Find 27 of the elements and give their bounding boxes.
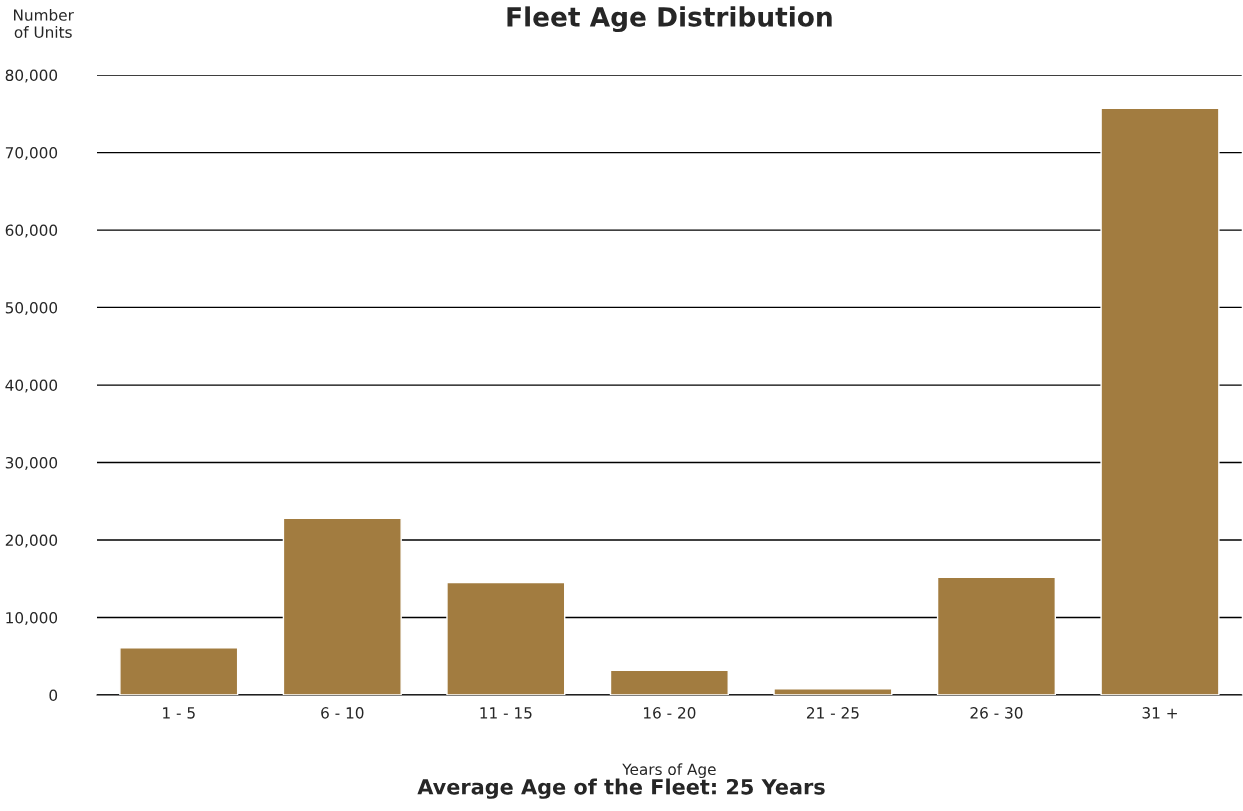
x-axis-title: Years of Age: [622, 763, 716, 779]
x-tick-label: 16 - 20: [644, 707, 696, 719]
bar: [773, 688, 893, 695]
bar: [446, 581, 566, 695]
y-tick-label: 50,000: [5, 301, 58, 316]
y-tick-label: 60,000: [5, 224, 58, 238]
x-tick-label: 26 - 30: [970, 707, 1023, 719]
bar: [609, 669, 729, 695]
y-axis-title: Number of Units: [14, 9, 74, 38]
x-tick-label: 21 - 25: [806, 707, 859, 719]
chart-title: Fleet Age Distribution: [507, 6, 832, 33]
y-tick-label: 0: [49, 689, 58, 702]
bar: [1100, 107, 1220, 695]
y-tick-label: 70,000: [5, 146, 58, 161]
x-tick-label: 11 - 15: [480, 707, 532, 719]
y-tick-label: 10,000: [6, 611, 58, 626]
x-tick-label: 6 - 10: [321, 707, 364, 719]
x-tick-label: 31 +: [1142, 707, 1177, 719]
text: Average Age of the Fleet: 25 Years: [417, 778, 825, 799]
y-tick-label: 30,000: [5, 456, 58, 471]
y-tick-label: 40,000: [5, 379, 58, 393]
bar: [936, 576, 1057, 695]
y-tick-label: 20,000: [5, 534, 58, 548]
y-tick-label: 80,000: [5, 69, 58, 83]
bar: [282, 517, 402, 695]
x-tick-label: 1 - 5: [163, 707, 195, 719]
bar: [119, 647, 239, 695]
